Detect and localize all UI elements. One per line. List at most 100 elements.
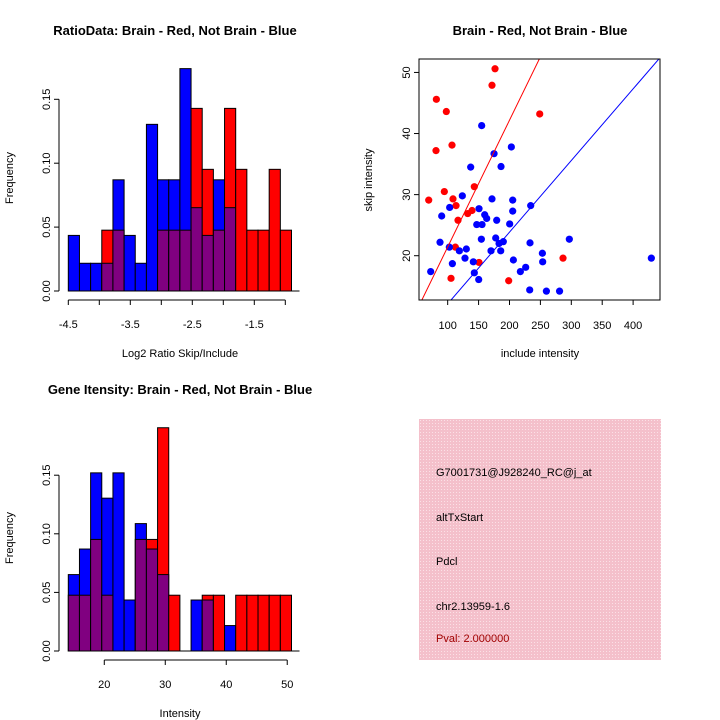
blue-point bbox=[506, 220, 514, 228]
bar bbox=[90, 262, 103, 292]
y-tick-label: 0.05 bbox=[41, 582, 53, 603]
hist1-xlabel: Log2 Ratio Skip/Include bbox=[122, 348, 238, 360]
hist2-plot: 0.00 0.05 0.10 0.15 20 30 40 50 bbox=[41, 427, 300, 691]
bar-overlap bbox=[145, 548, 159, 652]
bar bbox=[257, 594, 270, 652]
y-tick-label: 0.00 bbox=[41, 280, 53, 301]
blue-point bbox=[488, 195, 496, 203]
blue-point bbox=[526, 239, 534, 247]
info-pval: Pval: 2.000000 bbox=[436, 633, 509, 645]
blue-point bbox=[647, 254, 655, 262]
bar bbox=[246, 229, 259, 292]
blue-point bbox=[497, 247, 505, 255]
y-tick-label: 0.15 bbox=[41, 464, 53, 485]
blue-point bbox=[473, 220, 481, 229]
red-point bbox=[464, 209, 472, 218]
x-tick-label: -3.5 bbox=[121, 319, 140, 331]
x-tick-label: 30 bbox=[159, 679, 171, 691]
bar-overlap bbox=[101, 262, 114, 292]
info-panel-bg bbox=[419, 419, 661, 660]
blue-point bbox=[438, 212, 446, 220]
x-tick-label: 400 bbox=[624, 320, 642, 332]
red-point bbox=[432, 95, 440, 103]
hist2-title: Gene Itensity: Brain - Red, Not Brain - … bbox=[48, 382, 312, 397]
red-point bbox=[452, 202, 460, 210]
y-tick-label: 50 bbox=[401, 66, 413, 78]
blue-point bbox=[538, 249, 546, 257]
x-tick-label: 200 bbox=[500, 320, 518, 332]
blue-point bbox=[526, 286, 534, 294]
info-event: altTxStart bbox=[436, 512, 483, 524]
bar bbox=[235, 594, 248, 652]
scatter-xlabel: include intensity bbox=[501, 348, 580, 360]
blue-point bbox=[565, 235, 573, 243]
bar bbox=[134, 262, 147, 292]
blue-point bbox=[483, 214, 491, 223]
hist1-title: RatioData: Brain - Red, Not Brain - Blue bbox=[53, 23, 296, 38]
info-gene: Pdcl bbox=[436, 556, 457, 568]
bar bbox=[268, 594, 281, 652]
y-tick-label: 0.15 bbox=[41, 89, 53, 110]
bar bbox=[123, 234, 136, 292]
info-probe: G7001731@J928240_RC@j_at bbox=[436, 467, 592, 479]
blue-point bbox=[487, 247, 495, 255]
red-point bbox=[448, 141, 456, 149]
bar-overlap bbox=[179, 229, 192, 292]
blue-point bbox=[555, 287, 564, 295]
scatter-title: Brain - Red, Not Brain - Blue bbox=[453, 23, 628, 38]
x-tick-label: 100 bbox=[439, 320, 457, 332]
bar bbox=[67, 234, 80, 292]
red-point bbox=[432, 147, 440, 155]
bar bbox=[190, 599, 203, 652]
blue-point bbox=[522, 263, 530, 271]
scatter-ylabel: skip intensity bbox=[363, 148, 375, 211]
x-tick-label: 250 bbox=[531, 320, 549, 332]
bar bbox=[123, 599, 136, 652]
x-tick-label: -1.5 bbox=[245, 319, 264, 331]
red-point bbox=[536, 110, 544, 118]
bar bbox=[279, 594, 292, 652]
x-tick-label: -4.5 bbox=[59, 319, 78, 331]
bar-overlap bbox=[201, 234, 214, 292]
x-tick-label: 20 bbox=[98, 679, 110, 691]
blue-point bbox=[475, 205, 483, 213]
y-tick-label: 20 bbox=[401, 250, 413, 262]
bar bbox=[112, 472, 125, 652]
bar bbox=[224, 625, 237, 652]
y-tick-label: 0.05 bbox=[41, 216, 53, 237]
bar-overlap bbox=[212, 229, 226, 292]
blue-point bbox=[478, 220, 486, 229]
y-tick-label: 0.00 bbox=[41, 640, 53, 661]
red-point bbox=[440, 187, 448, 196]
hist2-xlabel: Intensity bbox=[160, 708, 201, 720]
blue-point bbox=[499, 238, 507, 246]
red-point bbox=[449, 195, 457, 203]
bar-overlap bbox=[78, 594, 92, 652]
blue-point bbox=[493, 216, 501, 224]
blue-point bbox=[446, 203, 454, 212]
blue-point bbox=[462, 245, 470, 253]
bar-overlap bbox=[190, 207, 203, 292]
bar bbox=[168, 594, 181, 652]
blue-point bbox=[436, 238, 444, 246]
blue-point bbox=[448, 260, 456, 268]
bar bbox=[246, 594, 259, 652]
bar-overlap bbox=[67, 594, 80, 652]
x-tick-label: 350 bbox=[593, 320, 611, 332]
blue-point bbox=[542, 287, 550, 295]
blue-point bbox=[427, 267, 435, 276]
red-point bbox=[425, 196, 433, 204]
x-tick-label: 40 bbox=[220, 679, 232, 691]
blue-point bbox=[467, 163, 475, 171]
y-tick-label: 30 bbox=[401, 188, 413, 200]
bar-overlap bbox=[112, 229, 125, 292]
bar-overlap bbox=[157, 229, 170, 292]
blue-point bbox=[509, 256, 517, 264]
blue-point bbox=[478, 121, 486, 130]
scatter-frame bbox=[418, 58, 661, 301]
blue-point bbox=[509, 196, 517, 204]
red-point bbox=[442, 107, 450, 116]
blue-point bbox=[458, 192, 466, 200]
blue-point bbox=[455, 247, 463, 255]
hist1-ylabel: Frequency bbox=[4, 152, 16, 204]
